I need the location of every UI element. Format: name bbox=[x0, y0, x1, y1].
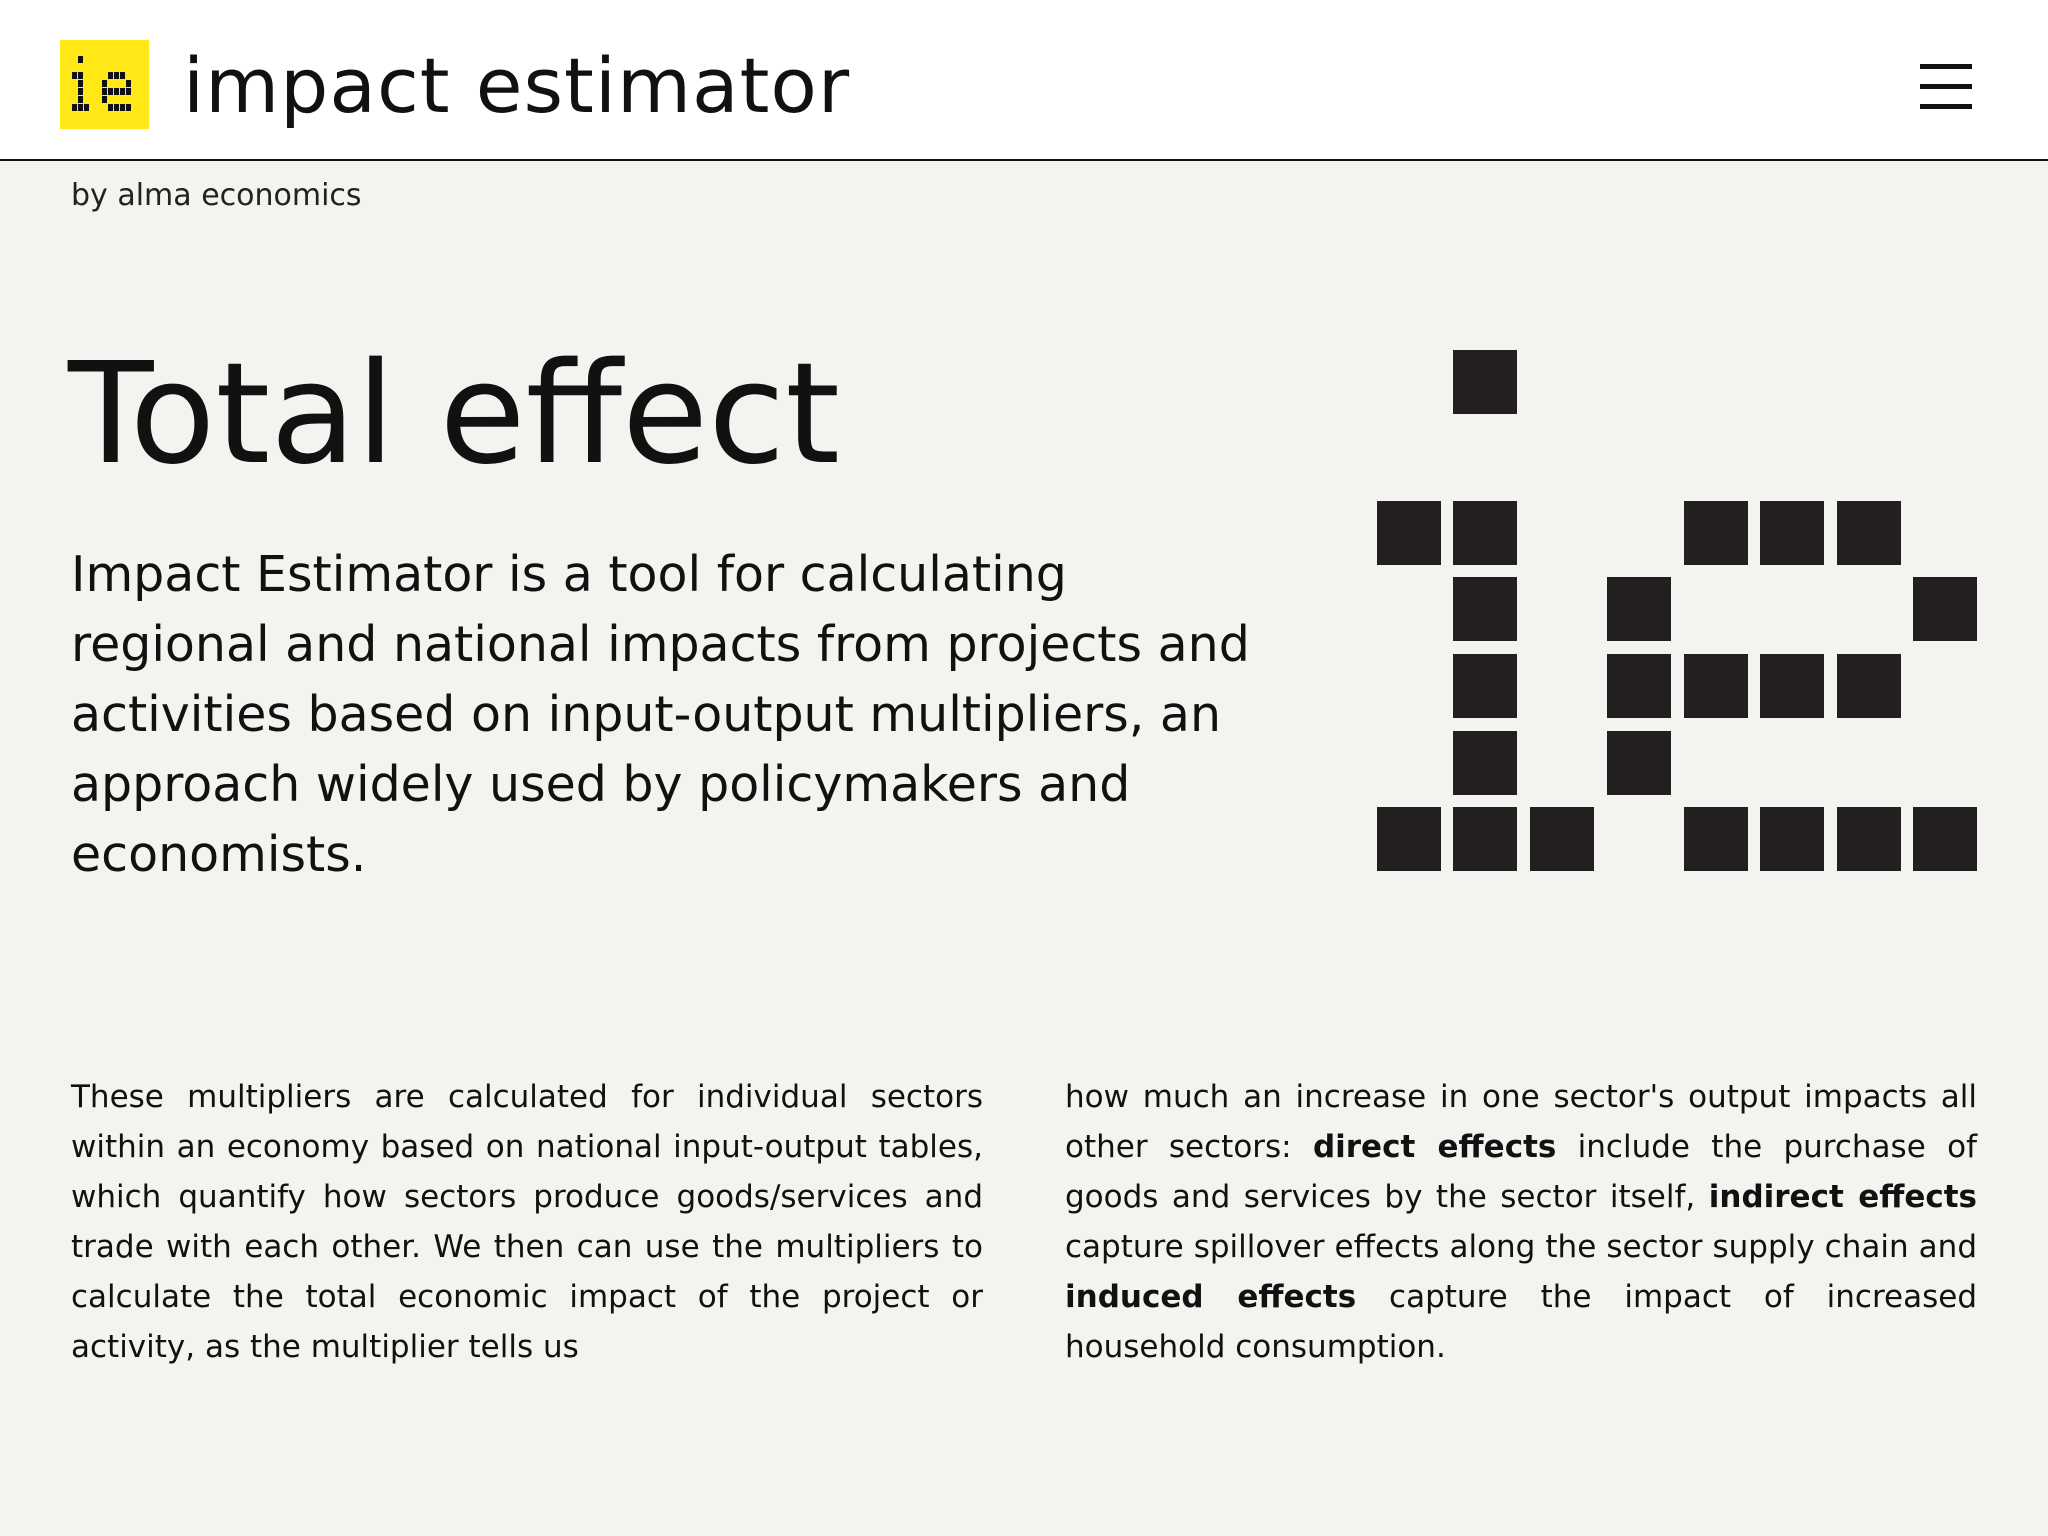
body-text-segment: capture the impact of increased househol… bbox=[1065, 1279, 1977, 1365]
logo-pixel bbox=[108, 72, 113, 79]
mark-pixel bbox=[1913, 807, 1977, 871]
ie-pixel-logo-icon[interactable] bbox=[60, 40, 149, 129]
mark-pixel bbox=[1377, 807, 1441, 871]
mark-pixel bbox=[1760, 501, 1824, 565]
mark-pixel bbox=[1453, 654, 1517, 718]
mark-pixel bbox=[1607, 577, 1671, 641]
logo-pixel bbox=[108, 104, 113, 111]
logo-pixel bbox=[108, 88, 113, 95]
byline: by alma economics bbox=[71, 178, 362, 213]
mark-pixel bbox=[1453, 350, 1517, 414]
body-text-segment: how much an increase in one sector's out… bbox=[1065, 1079, 1977, 1165]
mark-pixel bbox=[1453, 807, 1517, 871]
logo-pixel bbox=[120, 88, 125, 95]
induced-effects-term: induced effects bbox=[1065, 1279, 1357, 1315]
mark-pixel bbox=[1607, 654, 1671, 718]
hamburger-menu-icon[interactable] bbox=[1920, 64, 1978, 109]
logo-pixel bbox=[84, 104, 89, 111]
mark-pixel bbox=[1760, 807, 1824, 871]
mark-pixel bbox=[1607, 731, 1671, 795]
menu-bar-top bbox=[1920, 64, 1972, 69]
mark-pixel bbox=[1684, 501, 1748, 565]
hero-intro: Impact Estimator is a tool for calculati… bbox=[71, 546, 1250, 883]
mark-pixel bbox=[1837, 807, 1901, 871]
logo-pixel bbox=[78, 96, 83, 103]
mark-pixel bbox=[1684, 807, 1748, 871]
logo-pixel bbox=[72, 72, 77, 79]
app-title[interactable]: impact estimator bbox=[183, 41, 851, 130]
mark-pixel bbox=[1453, 731, 1517, 795]
body-text-segment: include the purchase of goods and servic… bbox=[1065, 1129, 1977, 1215]
logo-pixel bbox=[114, 104, 119, 111]
logo-pixel bbox=[78, 88, 83, 95]
mark-pixel bbox=[1530, 807, 1594, 871]
body-text-left: These multipliers are calculated for ind… bbox=[71, 1079, 983, 1365]
logo-pixel bbox=[120, 72, 125, 79]
logo-pixel bbox=[78, 56, 83, 63]
direct-effects-term: direct effects bbox=[1312, 1129, 1557, 1165]
mark-pixel bbox=[1760, 654, 1824, 718]
logo-pixel bbox=[114, 72, 119, 79]
mark-pixel bbox=[1377, 501, 1441, 565]
logo-pixel bbox=[114, 88, 119, 95]
mark-pixel bbox=[1837, 654, 1901, 718]
logo-pixel bbox=[78, 72, 83, 79]
menu-bar-bottom bbox=[1920, 104, 1972, 109]
logo-pixel bbox=[120, 104, 125, 111]
menu-bar-middle bbox=[1920, 84, 1972, 89]
mark-pixel bbox=[1453, 577, 1517, 641]
site-header: impact estimator bbox=[0, 0, 2048, 161]
logo-pixel bbox=[78, 80, 83, 87]
logo-pixel bbox=[102, 88, 107, 95]
page-title: Total effect bbox=[68, 333, 841, 496]
logo-pixel bbox=[102, 80, 107, 87]
mark-pixel bbox=[1453, 501, 1517, 565]
indirect-effects-term: indirect effects bbox=[1708, 1179, 1977, 1215]
logo-pixel bbox=[72, 104, 77, 111]
body-text-right: how much an increase in one sector's out… bbox=[1065, 1072, 1977, 1372]
mark-pixel bbox=[1837, 501, 1901, 565]
mark-pixel bbox=[1913, 577, 1977, 641]
logo-pixel bbox=[126, 88, 131, 95]
logo-pixel bbox=[126, 104, 131, 111]
body-text-segment: capture spillover effects along the sect… bbox=[1065, 1229, 1977, 1265]
logo-pixel bbox=[102, 96, 107, 103]
logo-pixel bbox=[126, 80, 131, 87]
logo-pixel bbox=[78, 104, 83, 111]
mark-pixel bbox=[1684, 654, 1748, 718]
